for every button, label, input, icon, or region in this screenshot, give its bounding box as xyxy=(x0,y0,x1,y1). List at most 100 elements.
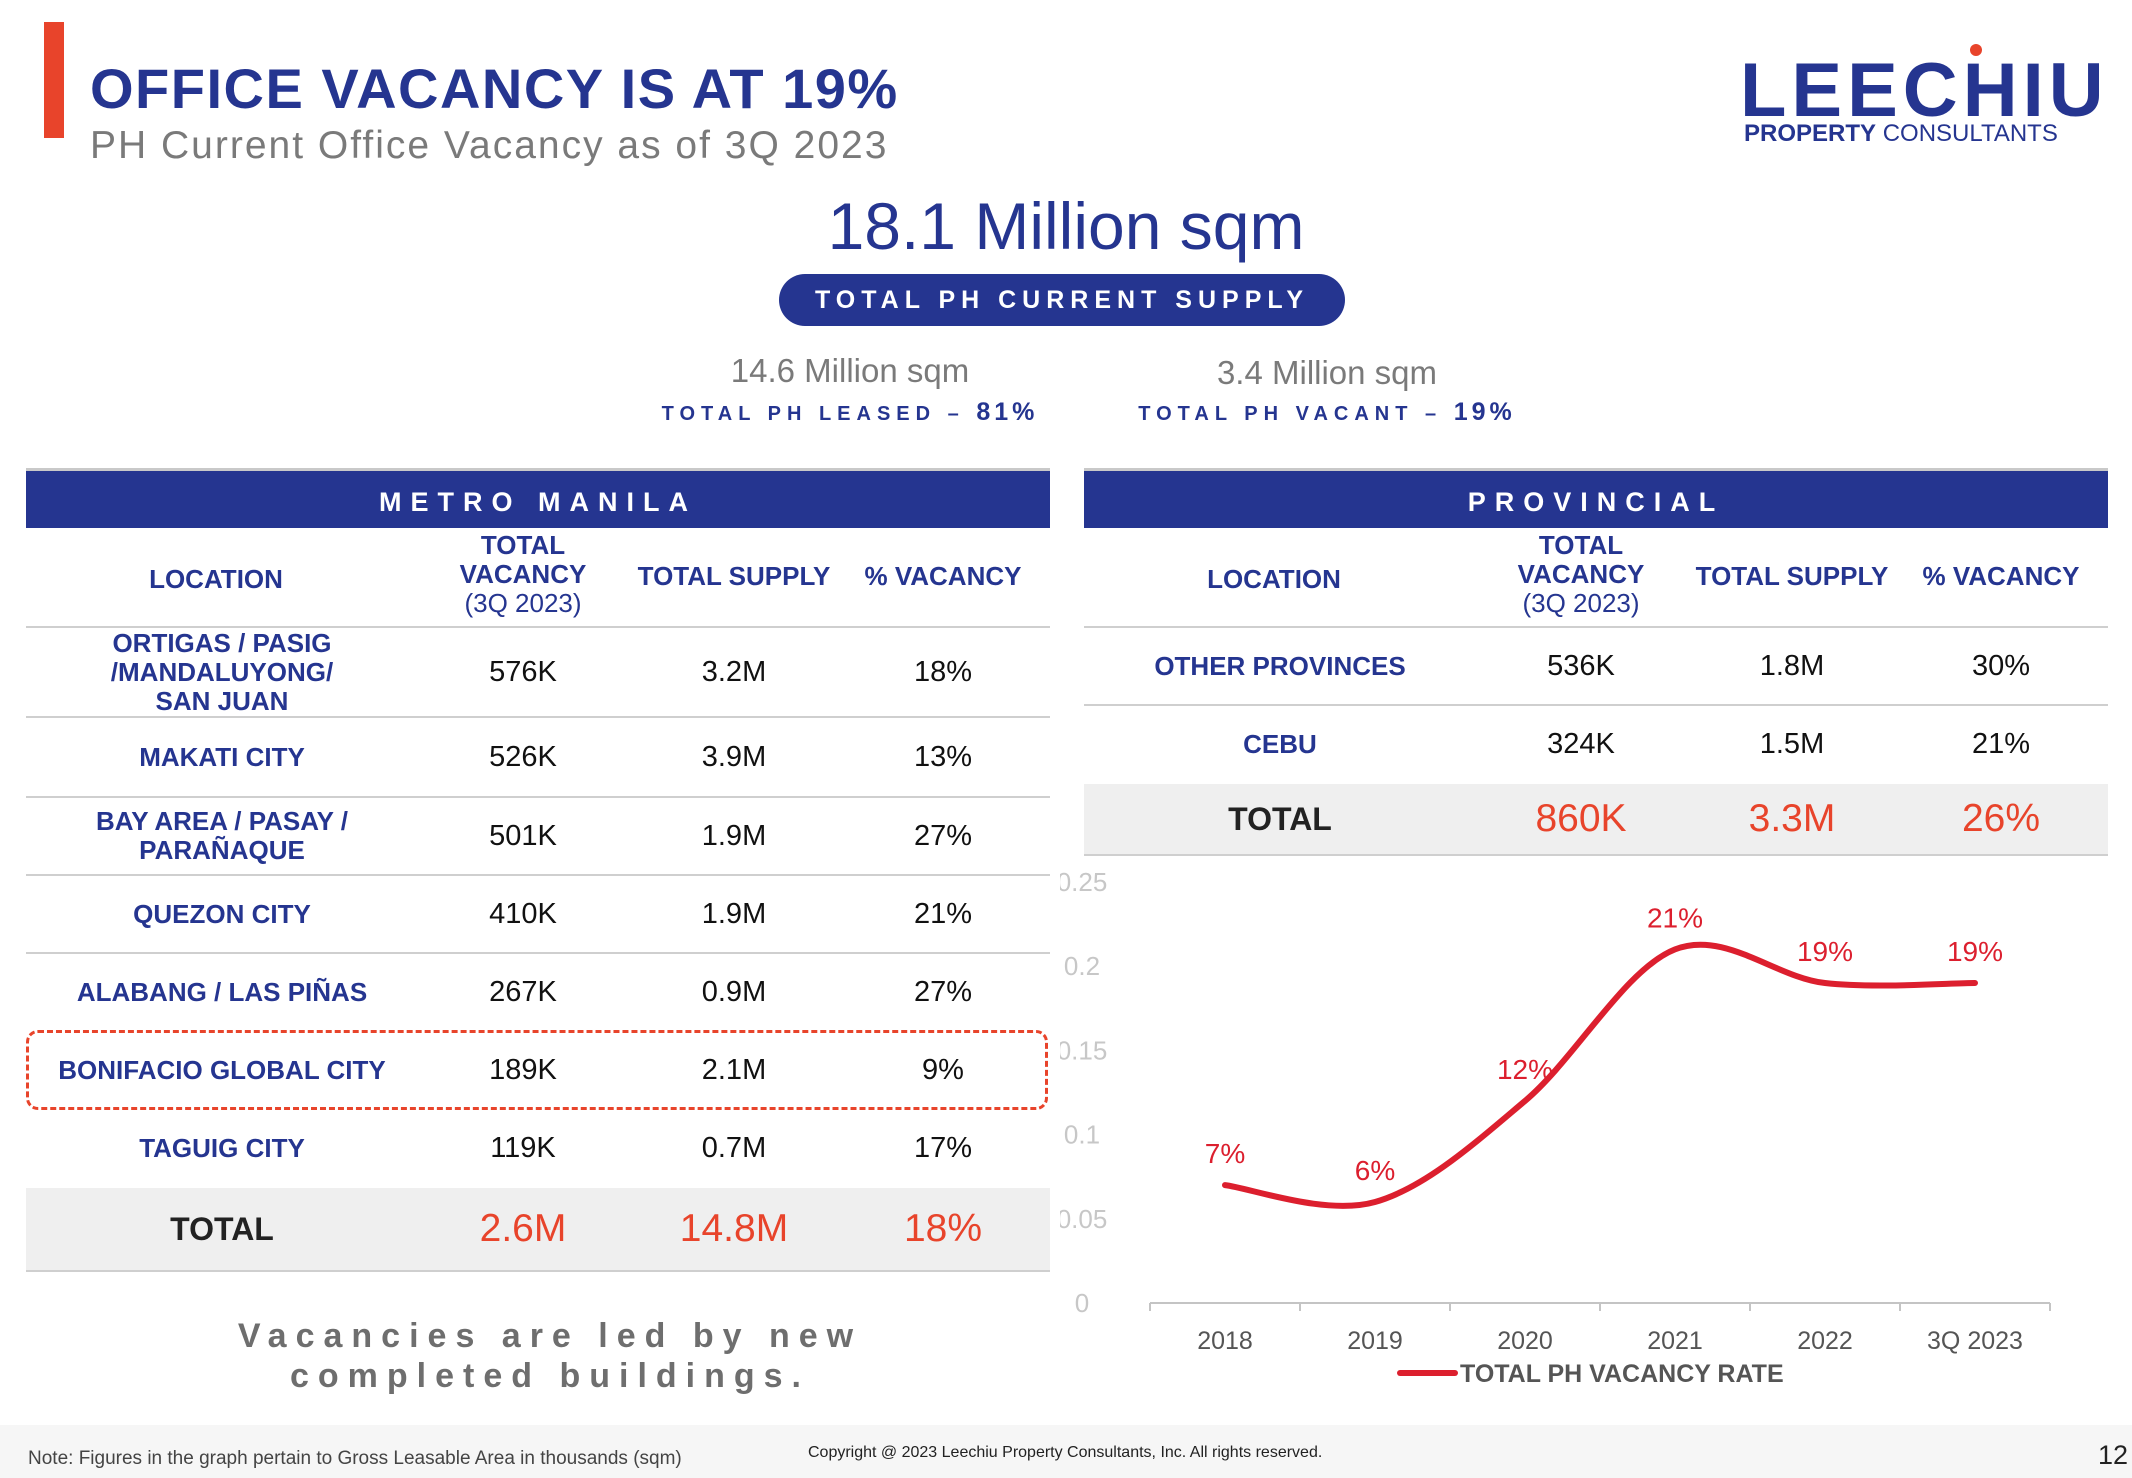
prov-col-vacancy-pct: % VACANCY xyxy=(1922,560,2080,591)
table-row-location: CEBU xyxy=(1243,728,1317,759)
metro-col-vacancy-pct: % VACANCY xyxy=(864,560,1022,591)
row-divider xyxy=(26,626,1050,628)
metro-cell-pct: 27% xyxy=(913,819,973,852)
x-tick-label: 3Q 2023 xyxy=(1927,1327,2023,1355)
y-tick-label: 0.15 xyxy=(1060,1035,1107,1065)
total-supply-label: TOTAL PH CURRENT SUPPLY xyxy=(779,274,1345,326)
series-line-vacancy-rate xyxy=(1222,941,1978,1209)
table-row-location: BAY AREA / PASAY / PARAÑAQUE xyxy=(96,806,348,865)
metro-total-label: TOTAL xyxy=(170,1210,274,1247)
page-title: OFFICE VACANCY IS AT 19% xyxy=(90,57,899,120)
metro-cell-vacancy: 119K xyxy=(490,1131,556,1164)
prov-cell-vacancy: 324K xyxy=(1547,727,1615,760)
prov-cell-vacancy: 536K xyxy=(1547,649,1615,682)
metro-cell-vacancy: 576K xyxy=(489,655,557,688)
footer-strip xyxy=(0,1425,2132,1478)
company-logo: LEECHIU PROPERTY CONSULTANTS xyxy=(1740,44,2104,148)
y-tick-label: 0.1 xyxy=(1064,1120,1100,1150)
title-accent-bar xyxy=(44,22,64,138)
metro-cell-supply: 1.9M xyxy=(701,897,767,930)
x-tick-label: 2020 xyxy=(1497,1327,1553,1355)
data-label: 19% xyxy=(1797,936,1853,967)
table-row-location: ALABANG / LAS PIÑAS xyxy=(76,976,368,1007)
provincial-header: PROVINCIAL xyxy=(1084,468,2108,528)
row-divider xyxy=(26,874,1050,876)
metro-cell-supply: 3.9M xyxy=(701,740,767,773)
metro-col-supply: TOTAL SUPPLY xyxy=(637,560,831,591)
y-tick-label: 0 xyxy=(1075,1288,1089,1318)
prov-cell-pct: 30% xyxy=(1971,649,2031,682)
metro-cell-vacancy: 526K xyxy=(489,740,557,773)
prov-total-supply: 3.3M xyxy=(1748,797,1836,840)
row-divider xyxy=(26,796,1050,798)
data-label: 21% xyxy=(1647,902,1703,933)
metro-total-vacancy: 2.6M xyxy=(479,1207,567,1250)
metro-cell-pct: 9% xyxy=(922,1053,964,1086)
leased-label: TOTAL PH LEASED – 81% xyxy=(661,398,1039,426)
prov-cell-supply: 1.5M xyxy=(1759,727,1825,760)
prov-cell-pct: 21% xyxy=(1971,727,2031,760)
table-row-location: OTHER PROVINCES xyxy=(1154,650,1406,681)
table-row-location: QUEZON CITY xyxy=(133,898,311,929)
metro-cell-pct: 18% xyxy=(913,655,973,688)
vacant-label: TOTAL PH VACANT – 19% xyxy=(1138,398,1516,426)
metro-cell-vacancy: 189K xyxy=(489,1053,557,1086)
x-tick-label: 2022 xyxy=(1797,1327,1853,1355)
table-row-location: ORTIGAS / PASIG/MANDALUYONG/SAN JUAN xyxy=(110,627,334,716)
metro-cell-vacancy: 267K xyxy=(489,975,557,1008)
prov-col-location: LOCATION xyxy=(1207,563,1341,594)
metro-cell-supply: 3.2M xyxy=(701,655,767,688)
vacancy-rate-chart: 0 0.05 0.1 0.15 0.2 0.25 2018 2019 2020 2021 2022 3… xyxy=(1060,867,2051,1388)
prov-col-supply: TOTAL SUPPLY xyxy=(1695,560,1889,591)
metro-col-location: LOCATION xyxy=(149,563,283,594)
prov-total-vacancy: 860K xyxy=(1535,797,1627,840)
bgc-highlight-box xyxy=(26,1030,1048,1110)
prov-total-label: TOTAL xyxy=(1228,800,1332,837)
prov-col-vacancy: TOTAL VACANCY (3Q 2023) xyxy=(1517,530,1645,618)
copyright: Copyright @ 2023 Leechiu Property Consul… xyxy=(808,1444,1323,1461)
table-row-location: MAKATI CITY xyxy=(139,741,305,772)
prov-total-row xyxy=(1084,784,2108,854)
metro-cell-pct: 27% xyxy=(913,975,973,1008)
vacant-value: 3.4 Million sqm xyxy=(1216,354,1438,391)
metro-total-row xyxy=(26,1188,1050,1270)
total-supply-value: 18.1 Million sqm xyxy=(827,189,1305,263)
data-label: 7% xyxy=(1205,1138,1245,1169)
metro-cell-vacancy: 501K xyxy=(489,819,557,852)
table-row-location: BONIFACIO GLOBAL CITY xyxy=(58,1054,386,1085)
page-number: 12 xyxy=(2098,1440,2129,1470)
x-tick-label: 2021 xyxy=(1647,1327,1703,1355)
tagline: Vacancies are led by new completed build… xyxy=(237,1317,863,1395)
legend-label: TOTAL PH VACANCY RATE xyxy=(1460,1360,1784,1388)
data-label: 19% xyxy=(1947,936,2003,967)
metro-cell-supply: 0.7M xyxy=(701,1131,767,1164)
row-divider xyxy=(26,952,1050,954)
metro-cell-pct: 13% xyxy=(913,740,973,773)
metro-cell-supply: 0.9M xyxy=(701,975,767,1008)
row-divider xyxy=(1084,626,2108,628)
y-tick-label: 0.05 xyxy=(1060,1204,1107,1234)
logo-wordmark: LEECHIU xyxy=(1740,48,2109,133)
metro-cell-supply: 2.1M xyxy=(701,1053,767,1086)
x-tick-label: 2018 xyxy=(1197,1327,1253,1355)
metro-col-vacancy: TOTAL VACANCY (3Q 2023) xyxy=(459,530,587,618)
x-tick-label: 2019 xyxy=(1347,1327,1403,1355)
table-row-location: TAGUIG CITY xyxy=(139,1132,305,1163)
metro-total-supply: 14.8M xyxy=(679,1207,789,1250)
metro-manila-header: METRO MANILA xyxy=(26,468,1050,528)
row-divider xyxy=(1084,854,2108,856)
data-label: 12% xyxy=(1497,1054,1553,1085)
footnote: Note: Figures in the graph pertain to Gr… xyxy=(28,1448,682,1469)
logo-tagline: PROPERTY CONSULTANTS xyxy=(1744,120,2058,147)
prov-total-pct: 26% xyxy=(1961,797,2041,840)
row-divider xyxy=(26,716,1050,718)
metro-cell-supply: 1.9M xyxy=(701,819,767,852)
data-label: 6% xyxy=(1355,1155,1395,1186)
logo-dot xyxy=(1970,44,1982,56)
metro-cell-pct: 21% xyxy=(913,897,973,930)
y-tick-label: 0.25 xyxy=(1060,867,1107,897)
page-subtitle: PH Current Office Vacancy as of 3Q 2023 xyxy=(90,124,889,167)
prov-cell-supply: 1.8M xyxy=(1759,649,1825,682)
metro-total-pct: 18% xyxy=(903,1207,983,1250)
metro-cell-vacancy: 410K xyxy=(489,897,557,930)
